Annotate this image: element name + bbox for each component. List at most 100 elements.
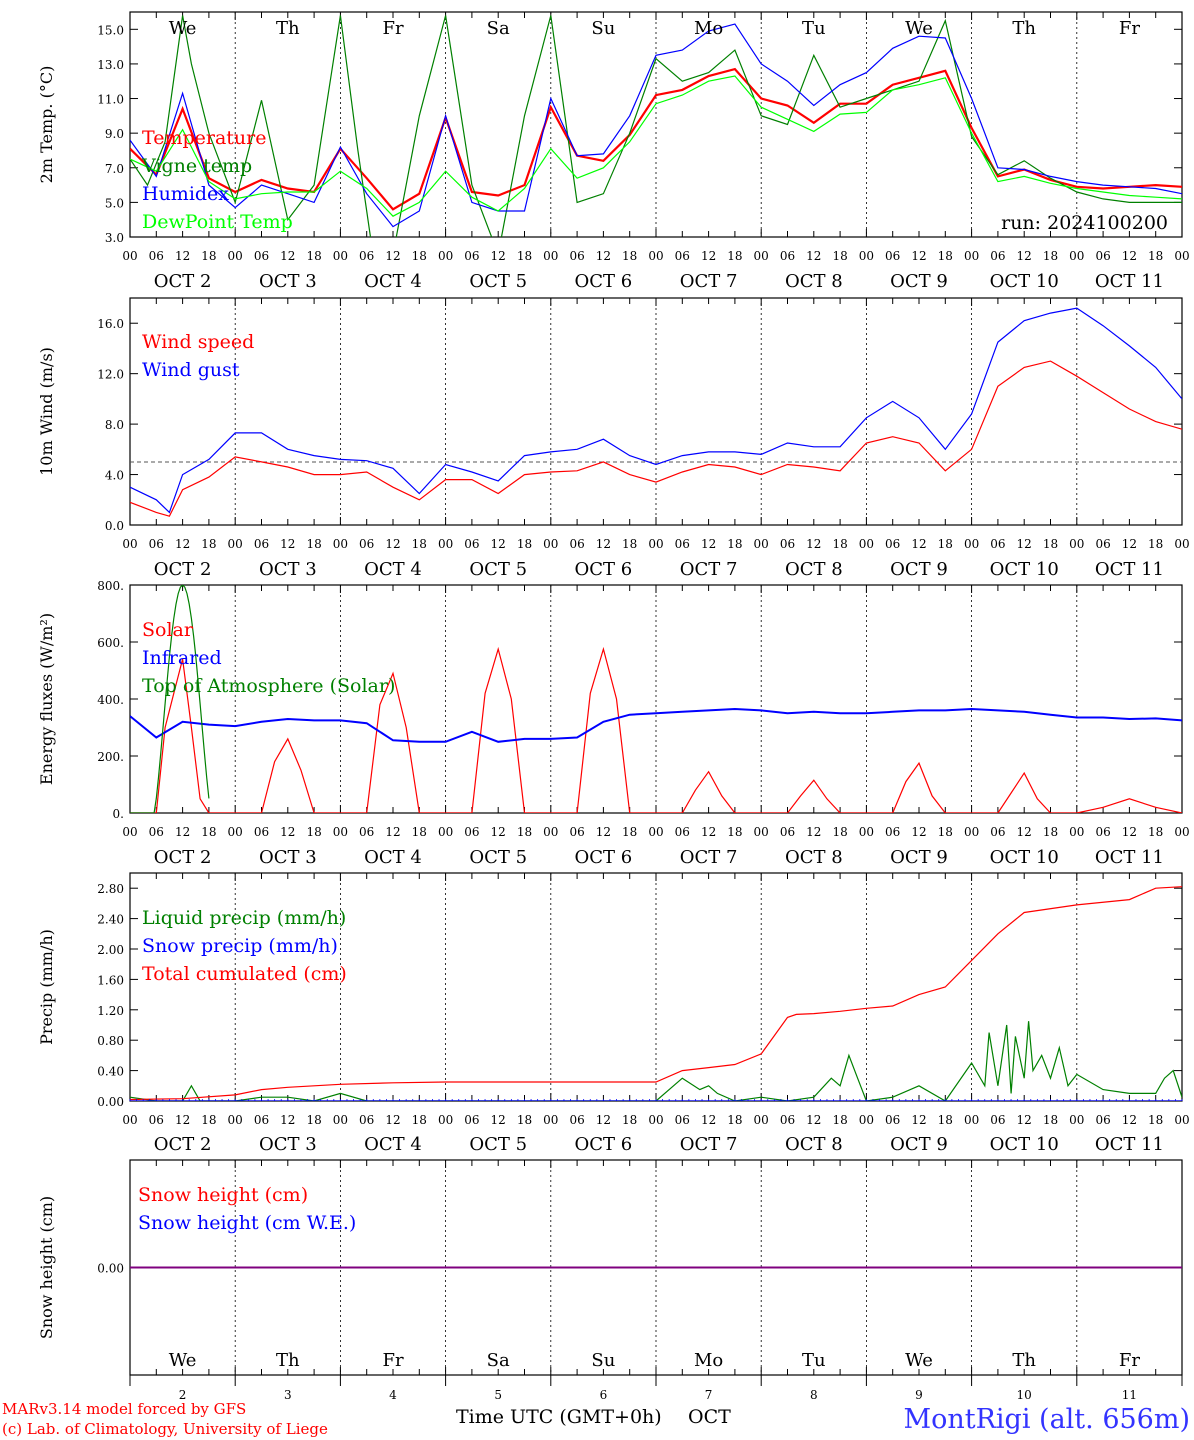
panel-5: 0.00 Snow height (cm) Snow height (cm) Snow… bbox=[37, 1159, 1183, 1376]
day-number: 6 bbox=[600, 1388, 608, 1402]
y-tick-label: 2.80 bbox=[97, 882, 124, 896]
panel-1: 3.0 5.0 7.0 9.0 11.0 13.0 15.0 2m Temp. (°C) 00 0… bbox=[37, 11, 1190, 292]
legend-entry: Temperature bbox=[142, 127, 266, 149]
hour-tick-label: 12 bbox=[491, 249, 506, 263]
day-name-bottom: Tu bbox=[802, 1350, 826, 1371]
hour-tick-label: 00 bbox=[754, 249, 769, 263]
hour-tick-label: 12 bbox=[806, 825, 821, 839]
hour-tick-label: 00 bbox=[228, 249, 243, 263]
series-line-0 bbox=[130, 646, 1182, 813]
date-label: OCT 8 bbox=[785, 271, 843, 292]
hour-tick-label: 12 bbox=[1017, 825, 1032, 839]
hour-tick-label: 06 bbox=[675, 249, 690, 263]
hour-tick-label: 00 bbox=[1174, 825, 1189, 839]
hour-tick-label: 06 bbox=[1095, 537, 1110, 551]
hour-tick-label: 00 bbox=[122, 1113, 137, 1127]
hour-tick-label: 06 bbox=[1095, 1113, 1110, 1127]
legend-entry: Snow height (cm) bbox=[138, 1184, 308, 1206]
hour-tick-label: 00 bbox=[1069, 537, 1084, 551]
hour-tick-label: 00 bbox=[754, 1113, 769, 1127]
hour-tick-label: 06 bbox=[359, 1113, 374, 1127]
hour-tick-label: 12 bbox=[280, 825, 295, 839]
date-label: OCT 10 bbox=[990, 1134, 1059, 1155]
hour-tick-label: 18 bbox=[517, 825, 532, 839]
hour-tick-label: 12 bbox=[806, 1113, 821, 1127]
hour-tick-label: 18 bbox=[1043, 537, 1058, 551]
legend-entry: Total cumulated (cm) bbox=[142, 963, 347, 985]
hour-tick-label: 00 bbox=[228, 1113, 243, 1127]
day-number: 2 bbox=[179, 1388, 187, 1402]
hour-tick-label: 00 bbox=[754, 537, 769, 551]
hour-tick-label: 18 bbox=[622, 1113, 637, 1127]
hour-tick-label: 06 bbox=[254, 537, 269, 551]
hour-tick-label: 12 bbox=[806, 249, 821, 263]
hour-tick-label: 06 bbox=[990, 1113, 1005, 1127]
hour-tick-label: 00 bbox=[859, 825, 874, 839]
hour-tick-label: 00 bbox=[228, 537, 243, 551]
date-label: OCT 4 bbox=[364, 559, 422, 580]
hour-tick-label: 06 bbox=[254, 825, 269, 839]
hour-tick-label: 18 bbox=[1148, 1113, 1163, 1127]
hour-tick-label: 06 bbox=[359, 825, 374, 839]
legend-entry: Solar bbox=[142, 619, 194, 641]
hour-tick-label: 18 bbox=[938, 537, 953, 551]
hour-tick-label: 06 bbox=[569, 1113, 584, 1127]
legend-entry: Top of Atmosphere (Solar) bbox=[142, 675, 395, 697]
day-number: 7 bbox=[705, 1388, 713, 1402]
legend-entry: Humidex bbox=[142, 183, 229, 205]
series-group bbox=[130, 886, 1182, 1101]
day-name-bottom: Su bbox=[591, 1350, 615, 1371]
hour-tick-label: 06 bbox=[885, 249, 900, 263]
day-number: 9 bbox=[915, 1388, 923, 1402]
hour-tick-label: 06 bbox=[1095, 249, 1110, 263]
y-tick-label: 7.0 bbox=[105, 162, 124, 176]
hour-tick-label: 18 bbox=[412, 1113, 427, 1127]
date-label: OCT 6 bbox=[575, 1134, 633, 1155]
hour-tick-label: 00 bbox=[333, 537, 348, 551]
day-name-top: Fr bbox=[1119, 18, 1140, 39]
y-tick-label: 15.0 bbox=[97, 23, 124, 37]
hour-tick-label: 12 bbox=[596, 825, 611, 839]
date-label: OCT 10 bbox=[990, 559, 1059, 580]
date-label: OCT 9 bbox=[890, 847, 948, 868]
date-label: OCT 5 bbox=[469, 1134, 527, 1155]
hour-tick-label: 12 bbox=[911, 1113, 926, 1127]
hour-tick-label: 00 bbox=[543, 537, 558, 551]
hour-tick-label: 18 bbox=[938, 825, 953, 839]
hour-tick-label: 18 bbox=[1148, 249, 1163, 263]
hour-tick-label: 12 bbox=[596, 1113, 611, 1127]
y-tick-label: 11.0 bbox=[97, 93, 124, 107]
day-name-bottom: Th bbox=[1012, 1350, 1036, 1371]
series-line-1 bbox=[130, 15, 1182, 237]
hour-tick-label: 18 bbox=[201, 825, 216, 839]
day-number: 11 bbox=[1122, 1388, 1137, 1402]
hour-tick-label: 18 bbox=[622, 537, 637, 551]
x-axis-title: Time UTC (GMT+0h) bbox=[456, 1406, 662, 1428]
hour-tick-label: 12 bbox=[596, 537, 611, 551]
series-line-0 bbox=[130, 1021, 1182, 1101]
date-label: OCT 11 bbox=[1095, 1134, 1164, 1155]
hour-tick-label: 12 bbox=[280, 537, 295, 551]
hour-tick-label: 06 bbox=[569, 537, 584, 551]
y-tick-label: 0.0 bbox=[105, 519, 124, 533]
date-label: OCT 5 bbox=[469, 847, 527, 868]
hour-tick-label: 12 bbox=[701, 825, 716, 839]
day-name-top: Mo bbox=[694, 18, 723, 39]
date-label: OCT 6 bbox=[575, 271, 633, 292]
hour-tick-label: 18 bbox=[832, 249, 847, 263]
hour-tick-label: 00 bbox=[438, 537, 453, 551]
hour-tick-label: 18 bbox=[306, 249, 321, 263]
date-label: OCT 10 bbox=[990, 847, 1059, 868]
date-label: OCT 9 bbox=[890, 271, 948, 292]
hour-tick-label: 18 bbox=[201, 1113, 216, 1127]
hour-tick-label: 00 bbox=[1069, 249, 1084, 263]
y-axis-label: 10m Wind (m/s) bbox=[37, 347, 56, 476]
hour-tick-label: 00 bbox=[859, 537, 874, 551]
hour-tick-label: 18 bbox=[1148, 537, 1163, 551]
legend-entry: Snow precip (mm/h) bbox=[142, 935, 338, 957]
y-axis-label: Snow height (cm) bbox=[37, 1196, 56, 1339]
date-label: OCT 6 bbox=[575, 559, 633, 580]
day-name-top: We bbox=[169, 18, 197, 39]
hour-tick-label: 12 bbox=[1122, 537, 1137, 551]
y-tick-label: 8.0 bbox=[105, 418, 124, 432]
